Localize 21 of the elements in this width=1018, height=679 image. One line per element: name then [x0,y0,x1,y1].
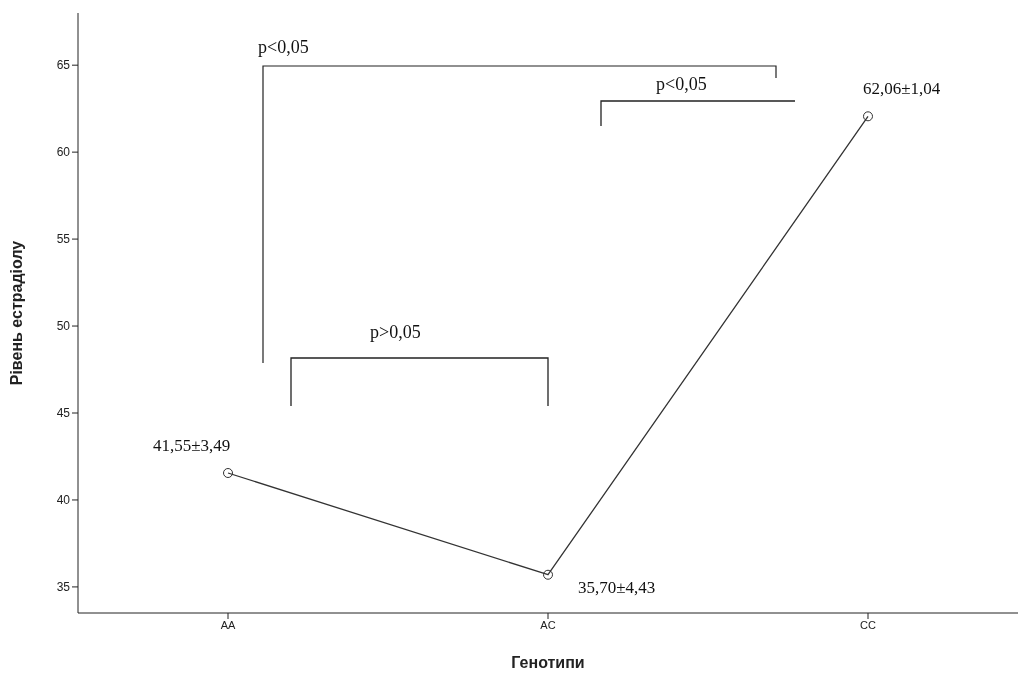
data-label: 35,70±4,43 [578,577,656,597]
y-axis-title: Рівень естрадіолу [7,240,25,386]
y-tick-label: 45 [56,406,71,421]
y-tick-label: 40 [56,493,71,508]
x-tick-label: AC [540,618,556,631]
data-label: 41,55±3,49 [153,436,231,455]
x-tick-label: AA [220,618,236,631]
point [223,468,233,478]
annotation: p<0,05 [258,37,309,57]
point [543,569,553,580]
annotation: p<0,05 [656,74,707,94]
y-tick-label: 55 [56,232,71,247]
y-tick-label: 50 [56,319,71,334]
y-tick-label: 65 [56,58,71,73]
data-label: 62,06±1,04 [863,79,941,99]
x-axis-title: Генотипи [511,654,585,671]
y-tick-label: 60 [56,145,71,160]
point [863,111,873,122]
y-tick-label: 35 [56,580,71,595]
annotation: p>0,05 [370,322,421,342]
x-tick-label: CC [860,618,876,631]
